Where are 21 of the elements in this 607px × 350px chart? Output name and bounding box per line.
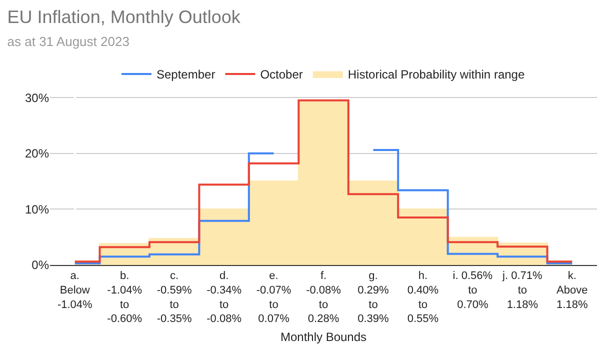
x-tick-label: e. -0.07% to 0.07%	[256, 270, 292, 326]
y-tick-label: 10%	[24, 202, 50, 216]
x-tick-label: k. Above 1.18%	[556, 270, 588, 311]
legend-label: October	[260, 68, 303, 82]
x-tick-label: h. 0.40% to 0.55%	[407, 270, 439, 326]
y-tick-label: 30%	[24, 90, 50, 105]
y-tick-label: 0%	[32, 258, 50, 272]
x-tick-label: d. -0.34% to -0.08%	[206, 270, 242, 326]
x-tick-label: a. Below -1.04%	[57, 270, 93, 311]
x-tick-label: j. 0.71% to 1.18%	[502, 270, 542, 311]
chart-subtitle: as at 31 August 2023	[7, 34, 130, 50]
legend-label: Historical Probability within range	[348, 68, 525, 82]
x-tick-label: f. -0.08% to 0.28%	[306, 270, 342, 326]
legend-label: September	[156, 68, 216, 82]
x-tick-label: g. 0.29% to 0.39%	[358, 270, 390, 326]
x-tick-label: i. 0.56% to 0.70%	[452, 270, 493, 311]
y-tick-label: 20%	[24, 146, 50, 161]
chart-title: EU Inflation, Monthly Outlook	[7, 6, 242, 27]
x-tick-label: b. -1.04% to -0.60%	[107, 270, 142, 326]
x-tick-label: c. -0.59% to -0.35%	[156, 270, 192, 326]
x-axis-title: Monthly Bounds	[280, 330, 367, 344]
